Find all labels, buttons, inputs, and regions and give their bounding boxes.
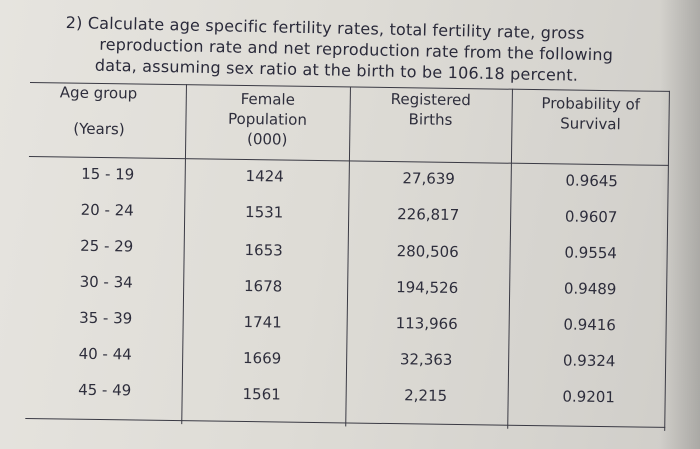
age-cell: 40 - 44 [78, 344, 132, 364]
survival-cell: 0.9416 [563, 315, 617, 335]
data-table: Age group (Years) Female Population (000… [25, 82, 670, 431]
female-cell: 1741 [243, 313, 282, 332]
age-cell: 45 - 49 [78, 380, 132, 400]
female-cell: 1561 [242, 384, 281, 404]
survival-cell: 0.9201 [562, 387, 616, 407]
female-cell: 1669 [242, 349, 282, 368]
age-cell: 25 - 29 [80, 236, 134, 256]
header-survival-line-1: Probability of [541, 94, 641, 114]
age-cell: 20 - 24 [80, 200, 134, 220]
header-age-group-line-1: Age group [59, 83, 138, 103]
header-probability-survival: Probability of Survival [511, 93, 670, 135]
age-cell: 30 - 34 [79, 272, 133, 292]
births-cell: 2,215 [404, 386, 448, 405]
survival-cell: 0.9645 [565, 171, 619, 191]
births-cell: 27,639 [402, 169, 456, 188]
births-cell: 194,526 [396, 278, 459, 297]
survival-cell: 0.9607 [564, 207, 618, 227]
age-cell: 35 - 39 [79, 308, 133, 328]
births-cell: 113,966 [395, 314, 458, 333]
header-births-line-2: Births [408, 110, 453, 129]
female-cell: 1653 [244, 241, 283, 260]
female-cell: 1678 [243, 277, 283, 296]
births-cell: 226,817 [397, 205, 460, 225]
female-cell: 1531 [244, 203, 284, 222]
header-age-group-line-2: (Years) [73, 119, 125, 139]
header-female-line-1: Female [240, 89, 296, 109]
births-cell: 280,506 [396, 242, 459, 262]
header-survival-line-2: Survival [560, 114, 621, 134]
question-text: 2) Calculate age specific fertility rate… [65, 12, 666, 88]
header-female-line-3: (000) [246, 130, 288, 149]
header-female-population: Female Population (000) [185, 88, 350, 150]
births-cell: 32,363 [399, 350, 453, 369]
age-cell: 15 - 19 [81, 164, 135, 184]
column-divider-3 [507, 88, 513, 429]
female-cell: 1424 [245, 167, 284, 186]
header-age-group: Age group (Years) [29, 82, 186, 140]
survival-cell: 0.9554 [564, 243, 618, 263]
header-female-line-2: Population [227, 109, 308, 129]
header-births-line-1: Registered [390, 90, 472, 110]
survival-cell: 0.9324 [562, 351, 616, 371]
survival-cell: 0.9489 [563, 279, 617, 299]
header-registered-births: Registered Births [349, 88, 512, 130]
